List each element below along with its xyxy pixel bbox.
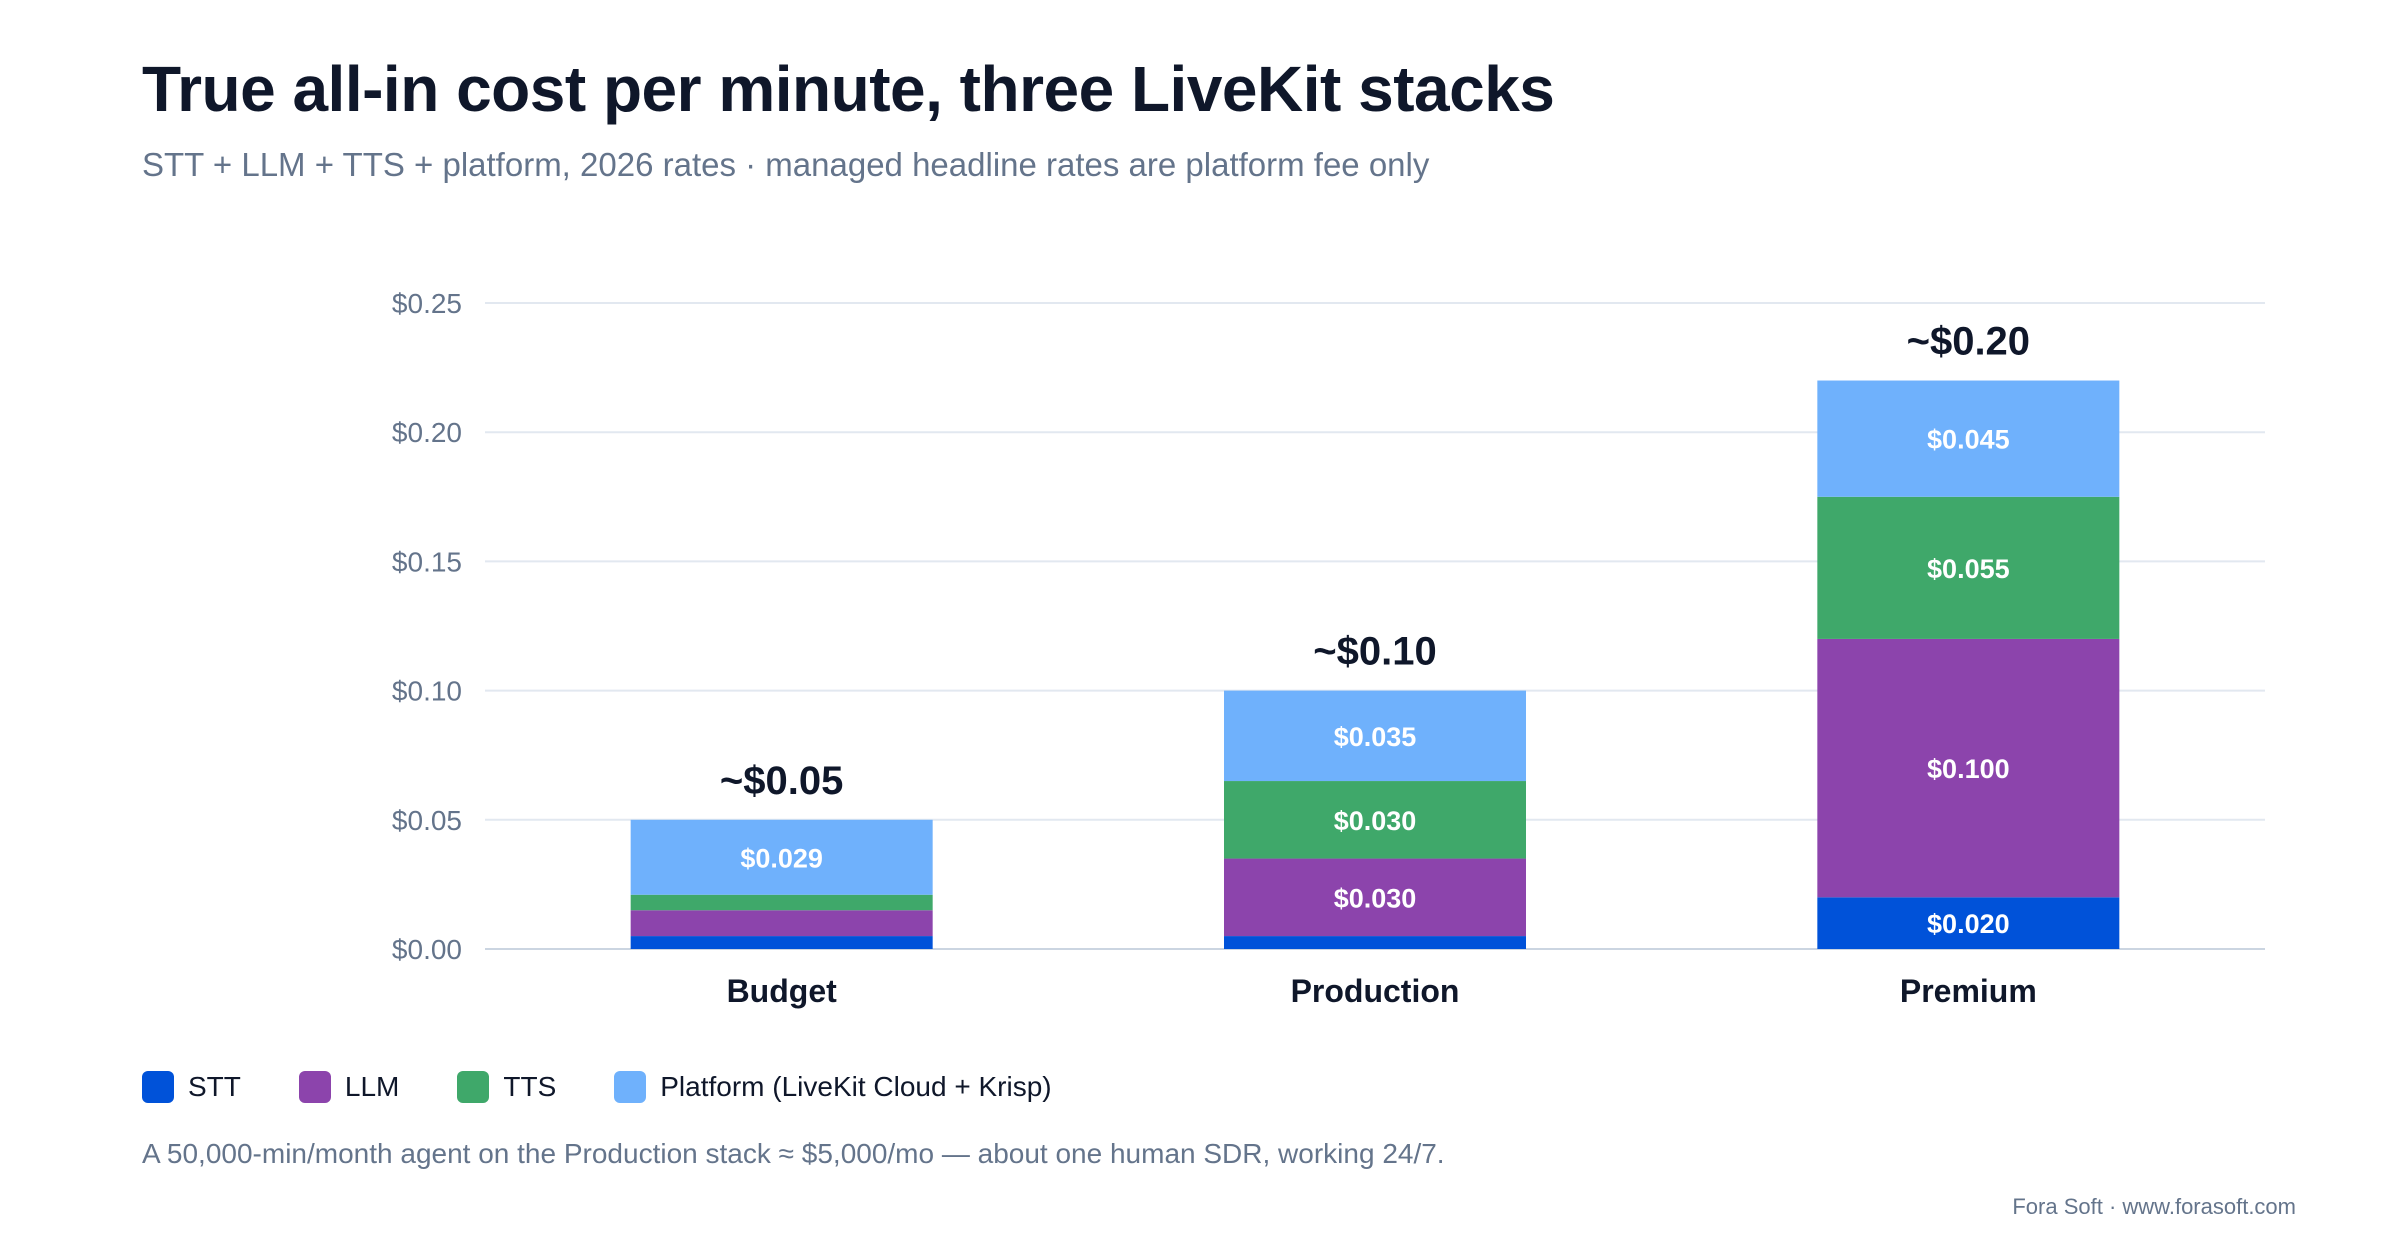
bar-segment: [1224, 858, 1526, 937]
segment-value-label: $0.045: [1927, 425, 2010, 455]
legend-swatch-llm: [298, 1071, 331, 1103]
legend: STT LLM TTS Platform (LiveKit Cloud + Kr…: [142, 1071, 1110, 1103]
bar-segment: [1817, 496, 2120, 639]
footnote: A 50,000-min/month agent on the Producti…: [142, 1138, 1445, 1169]
x-category-label: Budget: [727, 973, 838, 1009]
y-tick-label: $0.25: [392, 288, 462, 319]
bar-segment: [630, 936, 933, 949]
legend-label-tts: TTS: [503, 1071, 557, 1102]
legend-label-platform: Platform (LiveKit Cloud + Krisp): [660, 1071, 1052, 1102]
source-credit: Fora Soft · www.forasoft.com: [2012, 1194, 2296, 1219]
bar-segment: [1224, 690, 1526, 782]
legend-label-llm: LLM: [344, 1071, 400, 1102]
y-tick-label: $0.00: [392, 934, 462, 965]
bar-segment: [1817, 897, 2120, 949]
segment-value-label: $0.030: [1334, 806, 1417, 836]
segment-value-label: $0.035: [1334, 722, 1417, 752]
chart-title: True all-in cost per minute, three LiveK…: [142, 53, 1555, 125]
legend-swatch-tts: [457, 1071, 490, 1103]
segment-value-label: $0.029: [740, 843, 823, 873]
legend-swatch-stt: [142, 1071, 174, 1103]
x-category-label: Premium: [1900, 973, 2037, 1009]
segment-value-label: $0.020: [1927, 909, 2010, 939]
y-tick-label: $0.05: [392, 805, 462, 836]
y-tick-label: $0.10: [392, 676, 462, 707]
x-category-label: Production: [1291, 973, 1460, 1009]
bar-segment: [630, 819, 933, 895]
bar-segment: [630, 894, 933, 911]
legend-item-stt: STT: [142, 1071, 241, 1103]
y-tick-label: $0.20: [392, 417, 462, 448]
chart-subtitle: STT + LLM + TTS + platform, 2026 rates ·…: [142, 146, 1430, 183]
bar-total-label: ~$0.05: [720, 759, 843, 803]
legend-swatch-platform: [614, 1071, 647, 1103]
stacked-bar-chart: $0.00 $0.05 $0.10 $0.15 $0.20 $0.25 $0.029 ~$0.…: [392, 288, 2265, 1009]
bar-segment: [1224, 781, 1526, 859]
bar-segment: [1817, 380, 2120, 497]
bar-segment: [1817, 638, 2120, 898]
legend-item-platform: Platform (LiveKit Cloud + Krisp): [614, 1071, 1052, 1103]
y-tick-label: $0.15: [392, 546, 462, 577]
legend-item-llm: LLM: [298, 1071, 400, 1103]
segment-value-label: $0.055: [1927, 554, 2010, 584]
bar-total-label: ~$0.10: [1313, 630, 1436, 674]
bar-segment: [630, 910, 933, 937]
bar-total-label: ~$0.20: [1907, 320, 2030, 364]
legend-label-stt: STT: [188, 1071, 241, 1102]
bar-segment: [1224, 936, 1526, 949]
legend-item-tts: TTS: [457, 1071, 556, 1103]
segment-value-label: $0.030: [1334, 883, 1417, 913]
segment-value-label: $0.100: [1927, 754, 2010, 784]
